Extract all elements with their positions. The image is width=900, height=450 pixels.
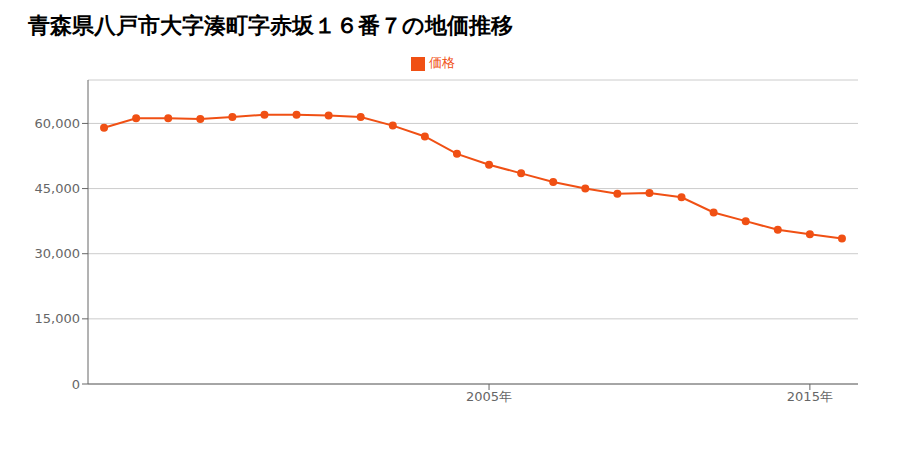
svg-text:0: 0 — [72, 377, 80, 392]
svg-text:45,000: 45,000 — [35, 181, 81, 196]
svg-text:60,000: 60,000 — [35, 116, 81, 131]
svg-text:15,000: 15,000 — [35, 311, 81, 326]
svg-text:30,000: 30,000 — [35, 246, 81, 261]
html-text:青森県八戸市大字湊町字赤坂１６番７の地価推移: 青森県八戸市大字湊町字赤坂１６番７の地価推移 — [28, 13, 513, 38]
html-text:価格: 価格 — [429, 55, 455, 70]
svg-text:2015年: 2015年 — [787, 389, 833, 404]
svg-text:2005年: 2005年 — [466, 389, 512, 404]
